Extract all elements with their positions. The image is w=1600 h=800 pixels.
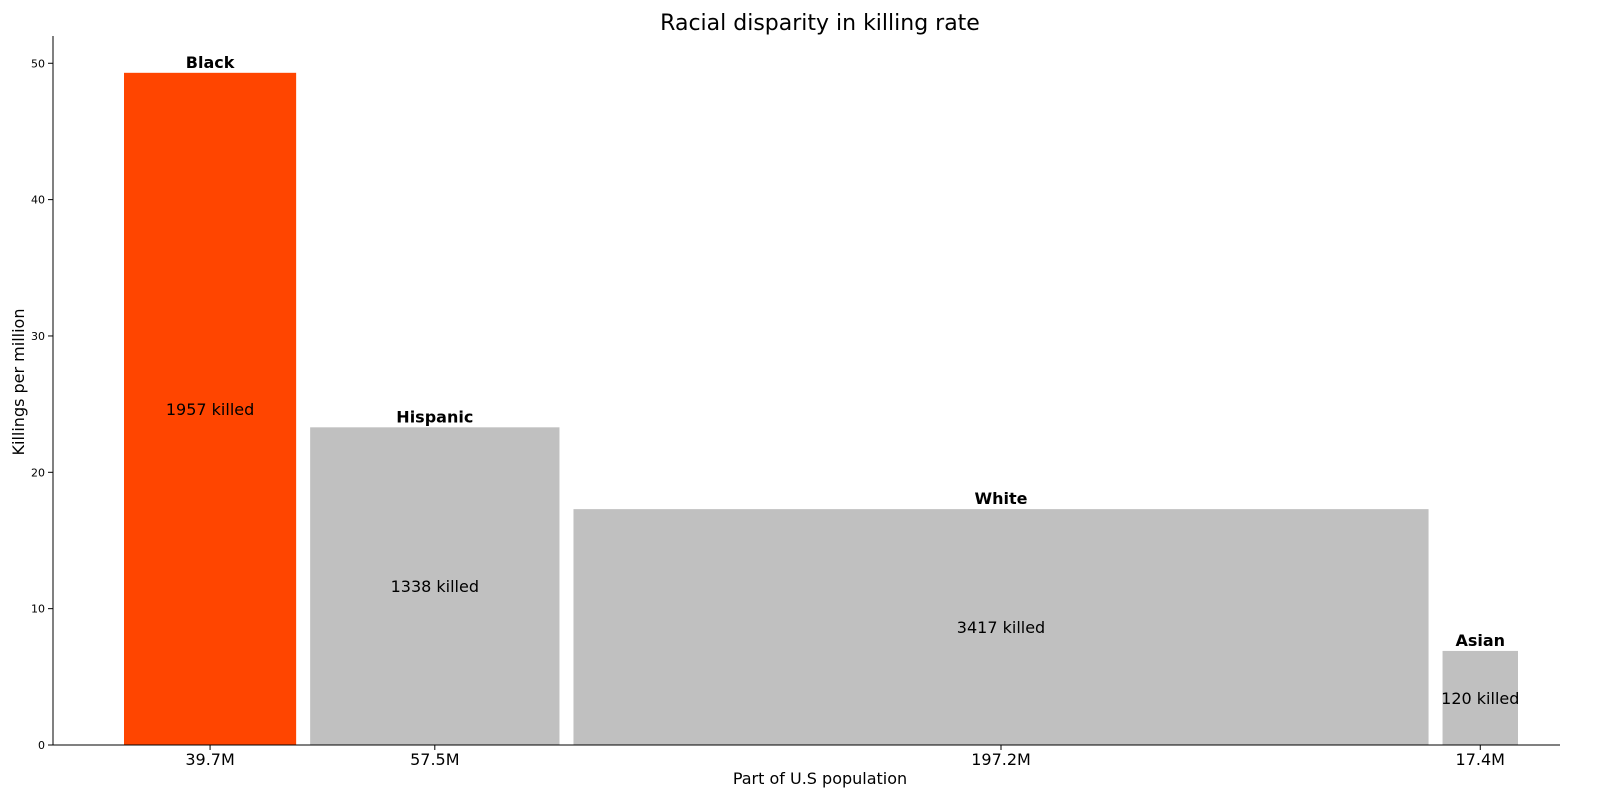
x-tick-label-asian: 17.4M bbox=[1456, 750, 1505, 769]
bar-label-hispanic: Hispanic bbox=[396, 407, 473, 426]
chart-title: Racial disparity in killing rate bbox=[660, 11, 980, 36]
bars-layer: Black 1957 killed Hispanic 1338 killed White… bbox=[124, 53, 1519, 745]
y-axis-label: Killings per million bbox=[9, 309, 28, 456]
bar-white bbox=[573, 509, 1429, 745]
x-tick-label-black: 39.7M bbox=[185, 750, 234, 769]
y-tick-label-50: 50 bbox=[31, 57, 45, 70]
bar-black bbox=[124, 72, 297, 745]
y-tick-label-10: 10 bbox=[31, 603, 45, 616]
axes-layer: 39.7M 57.5M 197.2M 17.4M 0 10 20 30 40 50 bbox=[31, 36, 1560, 769]
bar-label-black: Black bbox=[186, 53, 235, 72]
y-tick-label-30: 30 bbox=[31, 330, 45, 343]
x-axis-label: Part of U.S population bbox=[733, 769, 907, 788]
y-tick-label-40: 40 bbox=[31, 194, 45, 207]
y-tick-label-0: 0 bbox=[38, 739, 45, 752]
bar-killed-label-asian: 120 killed bbox=[1441, 689, 1519, 708]
bar-label-white: White bbox=[974, 489, 1027, 508]
bar-asian bbox=[1442, 650, 1518, 745]
bar-hispanic bbox=[310, 427, 560, 745]
x-tick-label-hispanic: 57.5M bbox=[410, 750, 459, 769]
x-tick-label-white: 197.2M bbox=[971, 750, 1031, 769]
bar-killed-label-white: 3417 killed bbox=[957, 618, 1045, 637]
bar-label-asian: Asian bbox=[1455, 631, 1505, 650]
bar-killed-label-black: 1957 killed bbox=[166, 400, 254, 419]
bar-killed-label-hispanic: 1338 killed bbox=[391, 577, 479, 596]
y-tick-label-20: 20 bbox=[31, 466, 45, 479]
